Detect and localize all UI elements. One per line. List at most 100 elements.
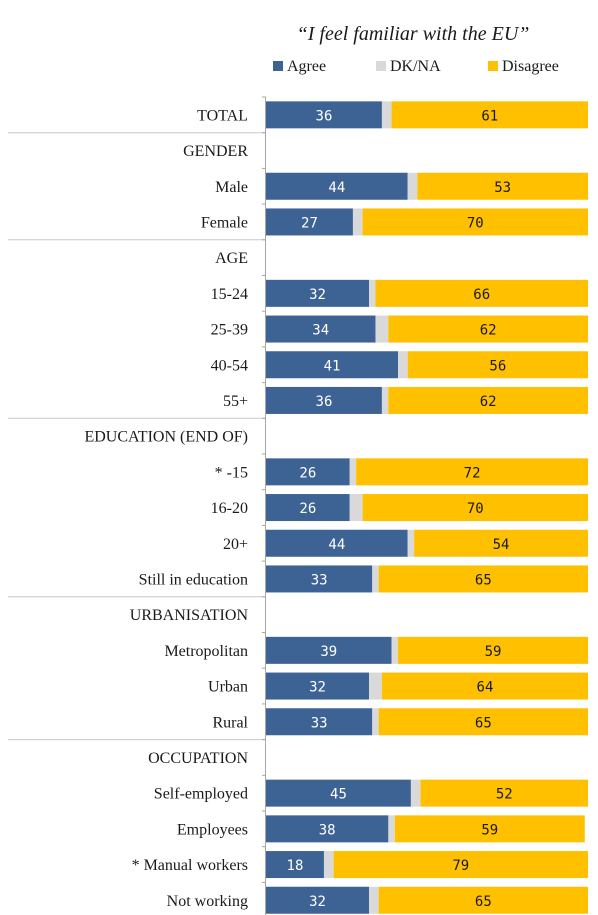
bar-disagree-20	[414, 529, 588, 557]
category-label-16-20: 16-20	[211, 500, 248, 517]
value-label-disagree-metropolitan: 59	[485, 644, 502, 660]
bar-agree-employees	[266, 815, 389, 843]
category-label-total: TOTAL	[197, 107, 248, 124]
bar-disagree-manual-workers	[333, 851, 588, 879]
value-label-agree-female: 27	[301, 215, 318, 231]
bar-agree-20	[266, 529, 408, 557]
group-header-urbanisation: URBANISATION	[130, 607, 249, 624]
value-label-disagree-15-24: 66	[473, 287, 490, 303]
bar-dk-na-still-in-education	[372, 565, 379, 593]
bar-dk-na-16-20	[349, 494, 363, 522]
bar-disagree-employees	[394, 815, 585, 843]
value-label-agree-male: 44	[328, 180, 345, 196]
bar-segments	[266, 101, 588, 914]
bar-dk-na-55	[381, 386, 389, 414]
category-label-40-54: 40-54	[211, 357, 248, 374]
value-label-disagree-not-working: 65	[475, 894, 492, 910]
bar-disagree-male	[417, 172, 588, 200]
bar-disagree-rural	[378, 708, 588, 736]
bar-agree-total	[266, 101, 382, 129]
bar-agree-16-20	[266, 494, 350, 522]
bar-dk-na-total	[381, 101, 392, 129]
bar-agree-40-54	[266, 351, 399, 379]
group-header-education-end-of: EDUCATION (END OF)	[84, 429, 248, 446]
category-label-employees: Employees	[177, 821, 248, 838]
bar-disagree-25-39	[388, 315, 588, 343]
category-label-urban: Urban	[208, 679, 248, 696]
legend-swatch-dk-na	[376, 61, 386, 71]
bar-disagree-15-24	[375, 279, 588, 307]
value-label-agree-manual-workers: 18	[287, 858, 304, 874]
bar-disagree-still-in-education	[378, 565, 588, 593]
bar-agree-still-in-education	[266, 565, 373, 593]
value-label-agree-15-24: 32	[309, 287, 326, 303]
legend-swatch-disagree	[488, 61, 498, 71]
value-label-disagree-55: 62	[480, 394, 497, 410]
value-label-disagree-female: 70	[467, 215, 484, 231]
bar-agree-female	[266, 208, 353, 236]
value-label-disagree-self-employed: 52	[496, 787, 513, 803]
bar-disagree-16-20	[362, 494, 588, 522]
value-label-agree-rural: 33	[311, 715, 328, 731]
bar-dk-na-40-54	[398, 351, 408, 379]
chart-legend: Agree DK/NA Disagree	[273, 58, 559, 75]
category-label-15-24: 15-24	[211, 286, 248, 303]
value-label-agree-not-working: 32	[309, 894, 326, 910]
value-label-agree-40-54: 41	[324, 358, 341, 374]
bar-agree-self-employed	[266, 779, 411, 807]
legend-label-disagree: Disagree	[502, 58, 559, 75]
category-labels: TOTAL GENDER Male Female AGE 15-24 25-39 40-54 5…	[84, 107, 248, 909]
bar-disagree-metropolitan	[398, 636, 588, 664]
bar-dk-na-not-working	[369, 886, 379, 914]
bar-agree-15-24	[266, 279, 370, 307]
bar-agree-manual-workers	[266, 851, 324, 879]
bar-agree-metropolitan	[266, 636, 392, 664]
value-label-agree-total: 36	[316, 108, 333, 124]
value-label-agree-urban: 32	[309, 680, 326, 696]
value-label-disagree-15: 72	[464, 465, 481, 481]
bar-agree-urban	[266, 672, 370, 700]
value-label-disagree-40-54: 56	[489, 358, 506, 374]
value-label-agree-20: 44	[328, 537, 345, 553]
category-label-not-working: Not working	[167, 893, 248, 910]
group-separators	[8, 132, 265, 741]
category-label-20: 20+	[223, 536, 248, 553]
bar-dk-na-employees	[388, 815, 395, 843]
value-label-disagree-total: 61	[481, 108, 498, 124]
value-label-agree-16-20: 26	[299, 501, 316, 517]
value-label-disagree-male: 53	[494, 180, 511, 196]
group-header-age: AGE	[215, 250, 248, 267]
group-header-gender: GENDER	[183, 143, 248, 160]
bar-agree-male	[266, 172, 408, 200]
bar-dk-na-self-employed	[410, 779, 421, 807]
value-label-agree-25-39: 34	[312, 323, 329, 339]
bar-agree-15	[266, 458, 350, 486]
bar-dk-na-female	[352, 208, 363, 236]
bar-disagree-not-working	[378, 886, 588, 914]
bar-dk-na-15	[349, 458, 357, 486]
value-label-disagree-16-20: 70	[467, 501, 484, 517]
legend-label-agree: Agree	[287, 58, 326, 75]
bar-disagree-urban	[381, 672, 588, 700]
category-label-self-employed: Self-employed	[154, 786, 248, 803]
bar-agree-not-working	[266, 886, 370, 914]
category-label-manual-workers: * Manual workers	[132, 857, 248, 874]
category-axis	[262, 96, 266, 915]
value-label-disagree-manual-workers: 79	[452, 858, 469, 874]
value-label-agree-still-in-education: 33	[311, 572, 328, 588]
value-label-disagree-urban: 64	[477, 680, 494, 696]
bar-agree-55	[266, 386, 382, 414]
bar-dk-na-20	[407, 529, 415, 557]
value-label-disagree-20: 54	[493, 537, 510, 553]
category-label-rural: Rural	[212, 714, 248, 731]
bar-disagree-self-employed	[420, 779, 588, 807]
category-label-55: 55+	[223, 393, 248, 410]
value-label-agree-employees: 38	[319, 822, 336, 838]
bar-dk-na-rural	[372, 708, 379, 736]
bar-dk-na-male	[407, 172, 418, 200]
value-label-disagree-25-39: 62	[480, 323, 497, 339]
bar-dk-na-25-39	[375, 315, 389, 343]
legend-swatch-agree	[273, 61, 283, 71]
